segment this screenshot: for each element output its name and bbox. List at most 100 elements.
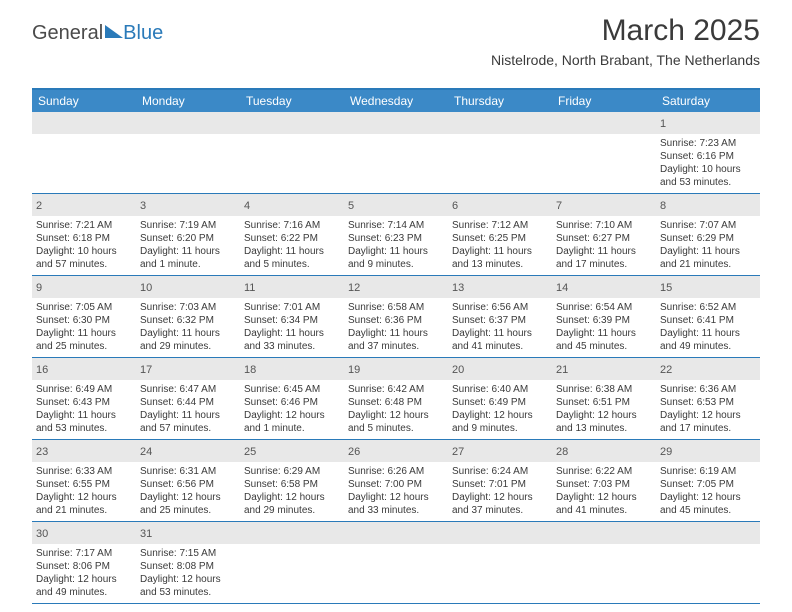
sun-info: Sunrise: 6:31 AMSunset: 6:56 PMDaylight:…	[140, 465, 236, 517]
day-cell: Sunrise: 7:12 AMSunset: 6:25 PMDaylight:…	[448, 216, 552, 275]
day-number: 26	[348, 446, 360, 458]
daynum-cell: 1	[656, 112, 760, 134]
day-cell: Sunrise: 7:05 AMSunset: 6:30 PMDaylight:…	[32, 298, 136, 357]
sun-info: Sunrise: 6:56 AMSunset: 6:37 PMDaylight:…	[452, 301, 548, 353]
day-cell: Sunrise: 6:26 AMSunset: 7:00 PMDaylight:…	[344, 462, 448, 521]
day-number: 28	[556, 446, 568, 458]
sun-info: Sunrise: 6:19 AMSunset: 7:05 PMDaylight:…	[660, 465, 756, 517]
daynum-cell: 17	[136, 358, 240, 380]
daynum-cell: 27	[448, 440, 552, 462]
daynum-cell: 21	[552, 358, 656, 380]
day-number: 5	[348, 200, 354, 212]
day-cell: Sunrise: 6:58 AMSunset: 6:36 PMDaylight:…	[344, 298, 448, 357]
daynum-cell: 12	[344, 276, 448, 298]
day-cell: Sunrise: 7:16 AMSunset: 6:22 PMDaylight:…	[240, 216, 344, 275]
daynum-cell: 18	[240, 358, 344, 380]
day-cell: Sunrise: 7:23 AMSunset: 6:16 PMDaylight:…	[656, 134, 760, 193]
day-cell: Sunrise: 6:38 AMSunset: 6:51 PMDaylight:…	[552, 380, 656, 439]
day-cell: Sunrise: 6:33 AMSunset: 6:55 PMDaylight:…	[32, 462, 136, 521]
daynum-cell	[656, 522, 760, 544]
day-number: 12	[348, 282, 360, 294]
day-number: 25	[244, 446, 256, 458]
sun-info: Sunrise: 6:47 AMSunset: 6:44 PMDaylight:…	[140, 383, 236, 435]
sun-info: Sunrise: 7:15 AMSunset: 8:08 PMDaylight:…	[140, 547, 236, 599]
header: March 2025 Nistelrode, North Brabant, Th…	[491, 14, 760, 68]
daynum-cell: 20	[448, 358, 552, 380]
sun-info: Sunrise: 7:01 AMSunset: 6:34 PMDaylight:…	[244, 301, 340, 353]
daynum-row: 9101112131415	[32, 276, 760, 298]
daynum-cell	[552, 112, 656, 134]
weekday-header-cell: Friday	[552, 90, 656, 112]
week-row: Sunrise: 6:49 AMSunset: 6:43 PMDaylight:…	[32, 380, 760, 440]
logo-sail-icon	[105, 25, 123, 38]
daynum-cell: 19	[344, 358, 448, 380]
day-number: 6	[452, 200, 458, 212]
week-row: Sunrise: 7:17 AMSunset: 8:06 PMDaylight:…	[32, 544, 760, 604]
day-number: 18	[244, 364, 256, 376]
sun-info: Sunrise: 6:58 AMSunset: 6:36 PMDaylight:…	[348, 301, 444, 353]
daynum-cell: 22	[656, 358, 760, 380]
week-row: Sunrise: 7:05 AMSunset: 6:30 PMDaylight:…	[32, 298, 760, 358]
daynum-cell: 8	[656, 194, 760, 216]
daynum-cell: 23	[32, 440, 136, 462]
daynum-row: 2345678	[32, 194, 760, 216]
day-number: 30	[36, 528, 48, 540]
day-cell: Sunrise: 7:19 AMSunset: 6:20 PMDaylight:…	[136, 216, 240, 275]
sun-info: Sunrise: 6:45 AMSunset: 6:46 PMDaylight:…	[244, 383, 340, 435]
daynum-cell: 6	[448, 194, 552, 216]
week-row: Sunrise: 7:23 AMSunset: 6:16 PMDaylight:…	[32, 134, 760, 194]
day-cell	[240, 134, 344, 193]
sun-info: Sunrise: 7:05 AMSunset: 6:30 PMDaylight:…	[36, 301, 132, 353]
day-cell	[344, 134, 448, 193]
day-cell: Sunrise: 7:01 AMSunset: 6:34 PMDaylight:…	[240, 298, 344, 357]
sun-info: Sunrise: 7:03 AMSunset: 6:32 PMDaylight:…	[140, 301, 236, 353]
day-number: 7	[556, 200, 562, 212]
sun-info: Sunrise: 6:22 AMSunset: 7:03 PMDaylight:…	[556, 465, 652, 517]
day-cell: Sunrise: 6:42 AMSunset: 6:48 PMDaylight:…	[344, 380, 448, 439]
daynum-cell: 25	[240, 440, 344, 462]
logo-text2: Blue	[123, 22, 163, 45]
day-cell: Sunrise: 6:49 AMSunset: 6:43 PMDaylight:…	[32, 380, 136, 439]
week-row: Sunrise: 6:33 AMSunset: 6:55 PMDaylight:…	[32, 462, 760, 522]
sun-info: Sunrise: 6:42 AMSunset: 6:48 PMDaylight:…	[348, 383, 444, 435]
daynum-cell	[240, 112, 344, 134]
day-cell: Sunrise: 6:22 AMSunset: 7:03 PMDaylight:…	[552, 462, 656, 521]
day-cell: Sunrise: 6:40 AMSunset: 6:49 PMDaylight:…	[448, 380, 552, 439]
sun-info: Sunrise: 7:23 AMSunset: 6:16 PMDaylight:…	[660, 137, 756, 189]
daynum-cell: 30	[32, 522, 136, 544]
day-cell	[656, 544, 760, 603]
calendar-grid: SundayMondayTuesdayWednesdayThursdayFrid…	[32, 88, 760, 604]
daynum-row: 23242526272829	[32, 440, 760, 462]
daynum-cell	[344, 522, 448, 544]
day-number: 24	[140, 446, 152, 458]
sun-info: Sunrise: 6:54 AMSunset: 6:39 PMDaylight:…	[556, 301, 652, 353]
day-number: 11	[244, 282, 255, 294]
day-number: 19	[348, 364, 360, 376]
day-number: 9	[36, 282, 42, 294]
day-number: 23	[36, 446, 48, 458]
daynum-cell: 3	[136, 194, 240, 216]
week-row: Sunrise: 7:21 AMSunset: 6:18 PMDaylight:…	[32, 216, 760, 276]
sun-info: Sunrise: 6:52 AMSunset: 6:41 PMDaylight:…	[660, 301, 756, 353]
sun-info: Sunrise: 7:16 AMSunset: 6:22 PMDaylight:…	[244, 219, 340, 271]
day-cell	[448, 134, 552, 193]
daynum-cell: 24	[136, 440, 240, 462]
weekday-header-cell: Saturday	[656, 90, 760, 112]
sun-info: Sunrise: 6:36 AMSunset: 6:53 PMDaylight:…	[660, 383, 756, 435]
day-number: 3	[140, 200, 146, 212]
sun-info: Sunrise: 6:49 AMSunset: 6:43 PMDaylight:…	[36, 383, 132, 435]
logo-text1: General	[32, 22, 103, 45]
day-cell: Sunrise: 6:45 AMSunset: 6:46 PMDaylight:…	[240, 380, 344, 439]
day-cell: Sunrise: 6:31 AMSunset: 6:56 PMDaylight:…	[136, 462, 240, 521]
weekday-header-cell: Sunday	[32, 90, 136, 112]
day-number: 10	[140, 282, 152, 294]
weekday-header: SundayMondayTuesdayWednesdayThursdayFrid…	[32, 90, 760, 112]
daynum-cell: 28	[552, 440, 656, 462]
sun-info: Sunrise: 7:21 AMSunset: 6:18 PMDaylight:…	[36, 219, 132, 271]
day-number: 1	[660, 118, 666, 130]
daynum-cell: 16	[32, 358, 136, 380]
day-cell: Sunrise: 6:36 AMSunset: 6:53 PMDaylight:…	[656, 380, 760, 439]
day-number: 15	[660, 282, 672, 294]
sun-info: Sunrise: 6:26 AMSunset: 7:00 PMDaylight:…	[348, 465, 444, 517]
weekday-header-cell: Wednesday	[344, 90, 448, 112]
